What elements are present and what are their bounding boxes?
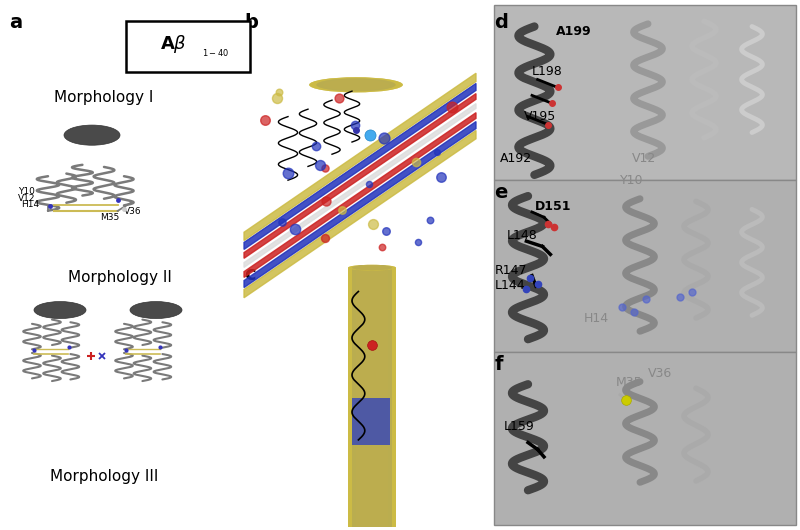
- Polygon shape: [244, 121, 476, 288]
- Ellipse shape: [64, 125, 120, 145]
- Bar: [494, 5, 796, 180]
- Polygon shape: [244, 104, 476, 267]
- Text: f: f: [494, 355, 503, 374]
- Text: A199: A199: [556, 25, 592, 38]
- Text: Morphology III: Morphology III: [50, 469, 158, 484]
- Bar: [352, 398, 390, 445]
- Text: L144: L144: [494, 279, 525, 292]
- Polygon shape: [244, 130, 476, 298]
- Polygon shape: [244, 83, 476, 250]
- Text: D151: D151: [534, 200, 571, 213]
- Ellipse shape: [323, 80, 389, 90]
- Ellipse shape: [348, 265, 396, 270]
- Bar: [359, 268, 385, 527]
- Bar: [348, 268, 396, 527]
- Text: V12: V12: [18, 194, 36, 202]
- Ellipse shape: [130, 302, 182, 319]
- Text: Y10: Y10: [620, 174, 643, 187]
- Ellipse shape: [316, 78, 396, 91]
- Polygon shape: [244, 73, 476, 241]
- Text: V195: V195: [524, 110, 556, 123]
- Text: M35: M35: [100, 213, 119, 222]
- Ellipse shape: [316, 78, 396, 91]
- Text: Morphology II: Morphology II: [68, 270, 172, 285]
- Text: A$\beta$: A$\beta$: [160, 33, 187, 55]
- Text: e: e: [494, 183, 508, 202]
- Text: H14: H14: [22, 200, 40, 209]
- Bar: [0, 0, 240, 530]
- Text: a: a: [10, 13, 22, 32]
- Ellipse shape: [359, 266, 385, 269]
- Text: L148: L148: [506, 229, 537, 242]
- Text: L198: L198: [532, 65, 562, 78]
- Ellipse shape: [352, 265, 392, 270]
- Text: b: b: [244, 13, 258, 32]
- Bar: [494, 180, 796, 352]
- Text: Morphology I: Morphology I: [54, 90, 154, 105]
- Text: V36: V36: [648, 367, 672, 380]
- Polygon shape: [244, 94, 476, 258]
- Ellipse shape: [309, 77, 403, 92]
- Ellipse shape: [356, 266, 388, 270]
- Text: V12: V12: [632, 153, 656, 165]
- Ellipse shape: [34, 302, 86, 319]
- Text: R147: R147: [494, 264, 527, 277]
- Text: A192: A192: [500, 153, 532, 165]
- Ellipse shape: [356, 266, 388, 270]
- Polygon shape: [244, 113, 476, 277]
- Ellipse shape: [348, 265, 396, 270]
- Ellipse shape: [309, 77, 403, 92]
- Text: V36: V36: [124, 208, 142, 216]
- Bar: [356, 268, 388, 527]
- Text: Y10: Y10: [18, 188, 35, 196]
- Ellipse shape: [323, 80, 389, 90]
- Text: M35: M35: [616, 376, 642, 389]
- Bar: [348, 268, 396, 527]
- Bar: [352, 268, 392, 527]
- Ellipse shape: [352, 265, 392, 270]
- Text: c: c: [244, 265, 256, 284]
- Bar: [352, 268, 392, 527]
- Text: d: d: [494, 13, 508, 32]
- Text: $_{1-40}$: $_{1-40}$: [202, 46, 230, 59]
- Ellipse shape: [329, 81, 383, 89]
- Text: H14: H14: [584, 312, 609, 324]
- Bar: [494, 352, 796, 525]
- Text: L159: L159: [504, 420, 534, 433]
- Bar: [356, 268, 388, 527]
- Bar: [126, 21, 250, 72]
